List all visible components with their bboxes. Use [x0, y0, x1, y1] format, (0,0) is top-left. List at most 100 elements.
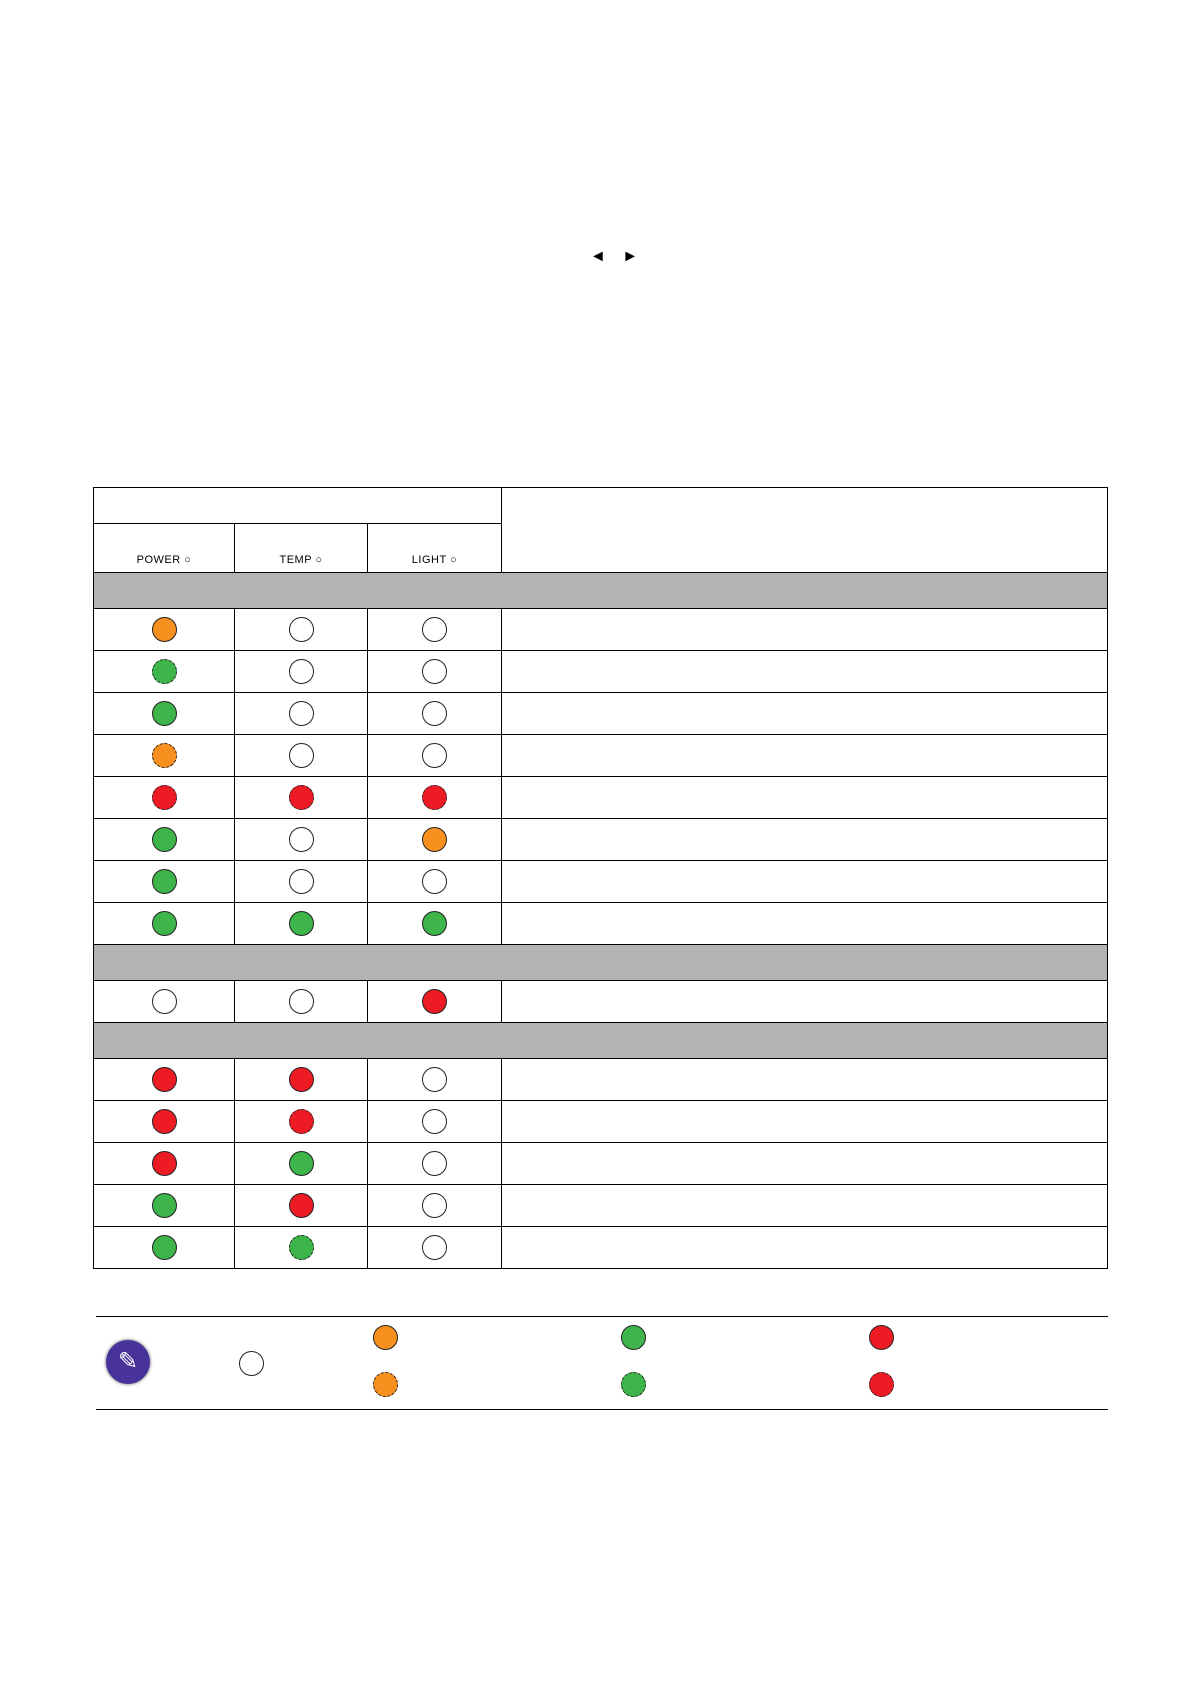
table-row	[93, 734, 1108, 777]
red-flash-led-icon	[869, 1372, 894, 1397]
table-row	[93, 902, 1108, 945]
indicator-table: POWER ○ TEMP ○ LIGHT ○	[92, 487, 1108, 1269]
status-cell	[501, 650, 1108, 693]
off-led-icon	[288, 827, 314, 852]
temp-cell	[234, 650, 368, 693]
temp-cell	[234, 608, 368, 651]
off-led-icon	[288, 989, 314, 1014]
status-cell	[501, 902, 1108, 945]
red-flash-led-icon	[288, 785, 314, 810]
table-row	[93, 1142, 1108, 1185]
red-led-icon	[422, 989, 447, 1014]
temp-cell	[234, 1142, 368, 1185]
light-cell	[366, 1226, 503, 1269]
table-row	[93, 650, 1108, 693]
off-led-icon	[422, 869, 447, 894]
green-led-icon	[151, 701, 177, 726]
light-cell	[366, 608, 503, 651]
group-row	[93, 572, 1108, 609]
power-cell	[93, 650, 235, 693]
table-row	[93, 608, 1108, 651]
group-heading	[93, 944, 1108, 981]
power-cell	[93, 692, 235, 735]
power-cell	[93, 1226, 235, 1269]
off-led-icon	[422, 659, 447, 684]
orange-led-icon	[373, 1325, 398, 1350]
green-flash-led-icon	[288, 1235, 314, 1260]
power-cell	[93, 902, 235, 945]
power-cell	[93, 776, 235, 819]
status-cell	[501, 1100, 1108, 1143]
green-led-icon	[288, 911, 314, 936]
temp-cell	[234, 1100, 368, 1143]
status-cell	[501, 692, 1108, 735]
header-temp: TEMP ○	[234, 523, 368, 573]
indicator-header	[92, 487, 503, 524]
table-row	[93, 1058, 1108, 1101]
table-row	[93, 818, 1108, 861]
temp-cell	[234, 734, 368, 777]
light-cell	[366, 1142, 503, 1185]
temp-cell	[234, 980, 368, 1023]
legend-item-off	[239, 1351, 264, 1376]
light-cell	[366, 734, 503, 777]
light-cell	[366, 980, 503, 1023]
light-cell	[366, 902, 503, 945]
status-cell	[501, 980, 1108, 1023]
red-led-icon	[288, 1067, 314, 1092]
power-cell	[93, 608, 235, 651]
green-led-icon	[422, 911, 447, 936]
legend-item-orange-flash	[373, 1372, 398, 1397]
green-led-icon	[621, 1325, 646, 1350]
table-row	[93, 1226, 1108, 1269]
light-cell	[366, 692, 503, 735]
status-cell	[501, 1142, 1108, 1185]
red-led-icon	[151, 1151, 177, 1176]
legend-item-green	[621, 1325, 646, 1350]
red-flash-led-icon	[151, 785, 177, 810]
legend-item-orange	[373, 1325, 398, 1350]
off-led-icon	[422, 1235, 447, 1260]
power-cell	[93, 980, 235, 1023]
table-row	[93, 860, 1108, 903]
left-right-arrow-keys-icon: ◄ ►	[590, 248, 645, 265]
group-heading	[93, 1022, 1108, 1059]
green-led-icon	[151, 827, 177, 852]
table-row	[93, 980, 1108, 1023]
off-led-icon	[422, 701, 447, 726]
off-led-icon	[239, 1351, 264, 1376]
orange-flash-led-icon	[151, 743, 177, 768]
temp-cell	[234, 902, 368, 945]
table-row	[93, 1100, 1108, 1143]
orange-led-icon	[422, 827, 447, 852]
off-led-icon	[288, 659, 314, 684]
temp-cell	[234, 1058, 368, 1101]
table-row	[93, 776, 1108, 819]
red-flash-led-icon	[288, 1109, 314, 1134]
red-led-icon	[288, 1193, 314, 1218]
off-led-icon	[288, 743, 314, 768]
power-cell	[93, 1142, 235, 1185]
off-led-icon	[422, 617, 447, 642]
pencil-note-icon: ✎	[106, 1340, 150, 1384]
orange-led-icon	[151, 617, 177, 642]
red-led-icon	[151, 1067, 177, 1092]
off-led-icon	[288, 869, 314, 894]
header-light: LIGHT ○	[366, 523, 503, 573]
status-cell	[501, 1226, 1108, 1269]
off-led-icon	[422, 1193, 447, 1218]
light-cell	[366, 650, 503, 693]
orange-flash-led-icon	[373, 1372, 398, 1397]
status-cell	[501, 1058, 1108, 1101]
light-cell	[366, 1100, 503, 1143]
power-cell	[93, 734, 235, 777]
temp-cell	[234, 776, 368, 819]
green-led-icon	[151, 1193, 177, 1218]
power-cell	[93, 1100, 235, 1143]
off-led-icon	[422, 1067, 447, 1092]
power-cell	[93, 1184, 235, 1227]
green-flash-led-icon	[621, 1372, 646, 1397]
light-cell	[366, 776, 503, 819]
status-cell	[501, 1184, 1108, 1227]
off-led-icon	[422, 1151, 447, 1176]
